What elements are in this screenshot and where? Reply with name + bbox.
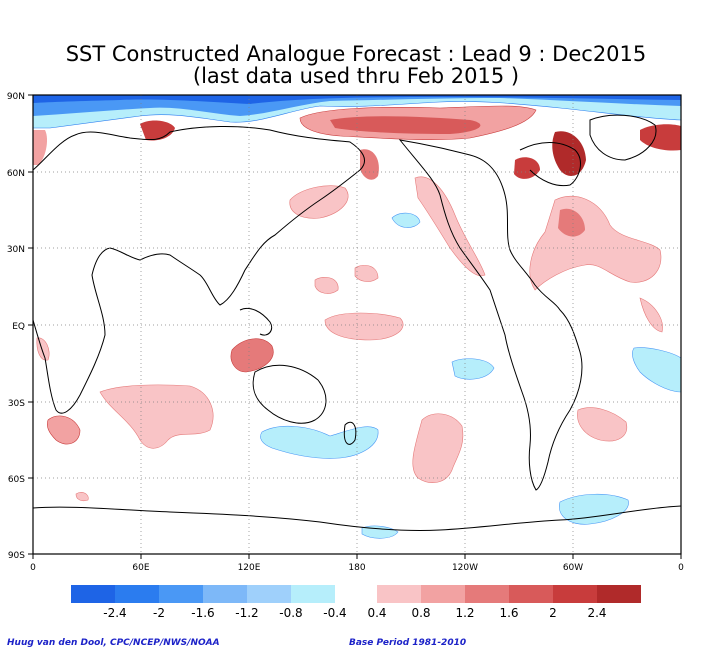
legend-swatch-negative: [203, 585, 247, 603]
lat-tick-label: 30S: [8, 399, 25, 409]
legend-swatch-negative: [291, 585, 335, 603]
lat-tick-label: 30N: [7, 245, 25, 255]
legend-swatch-positive: [465, 585, 509, 603]
legend-label: 1.6: [499, 606, 518, 620]
color-legend: -2.4 -2 -1.6 -1.2 -0.8 -0.4 0.4 0.8 1.2 …: [71, 585, 641, 620]
map-title: SST Constructed Analogue Forecast : Lead…: [65, 42, 647, 66]
legend-label: 2.4: [587, 606, 606, 620]
southeast-atlantic-cold-anomaly: [632, 347, 681, 393]
afro-eurasia-coastline: [33, 125, 365, 414]
legend-label: -2.4: [103, 606, 126, 620]
southeast-pacific-cold-spot: [451, 358, 495, 380]
antarctica-coastline: [33, 505, 681, 532]
legend-swatch-positive: [377, 585, 421, 603]
legend-label: -1.2: [235, 606, 258, 620]
tasman-sea-cold-anomaly: [260, 425, 379, 459]
east-atlantic-warm-anomaly: [639, 297, 663, 333]
legend-swatch-negative: [159, 585, 203, 603]
legend-swatch-negative: [71, 585, 115, 603]
australia-coastline: [252, 364, 327, 424]
greenland-sea-warm-anomaly: [640, 124, 681, 151]
gulf-stream-warm-anomaly: [558, 208, 585, 237]
lat-tick-label: EQ: [12, 322, 25, 332]
labrador-warm-anomaly: [552, 131, 586, 176]
lat-tick-label: 60S: [8, 475, 25, 485]
legend-label: 0.4: [367, 606, 386, 620]
maritime-continent-warm-anomaly: [230, 338, 274, 373]
central-pacific-warm-spot-2: [354, 265, 379, 282]
legend-swatch-positive: [597, 585, 641, 603]
arctic-cold-anomaly-dark: [33, 95, 681, 104]
southern-ocean-warm-spot: [75, 492, 89, 502]
map-subtitle: (last data used thru Feb 2015 ): [192, 64, 520, 88]
arctic-warm-anomaly-core: [330, 116, 481, 134]
greenland-coastline: [589, 114, 657, 161]
lon-tick-label: 60E: [132, 563, 149, 573]
lat-tick-label: 60N: [7, 169, 25, 179]
legend-swatch-negative: [115, 585, 159, 603]
lon-tick-label: 0: [30, 563, 36, 573]
hudson-bay-coastline: [519, 142, 581, 187]
lat-tick-label: 90N: [7, 92, 25, 102]
central-pacific-warm-spot: [314, 277, 339, 294]
axis-ticks: [28, 94, 682, 559]
lat-tick-label: 90S: [8, 551, 25, 561]
northwest-pacific-warm-anomaly: [289, 185, 349, 219]
lon-tick-label: 120W: [452, 563, 478, 573]
legend-swatch-positive: [553, 585, 597, 603]
southeast-asia-coastline: [239, 307, 273, 336]
new-zealand-coastline: [343, 421, 357, 445]
lon-tick-label: 120E: [238, 563, 261, 573]
legend-label: 0.8: [411, 606, 430, 620]
south-atlantic-warm-anomaly: [577, 407, 628, 442]
lon-tick-label: 180: [348, 563, 365, 573]
legend-label: 1.2: [455, 606, 474, 620]
author-credit: Huug van den Dool, CPC/NCEP/NWS/NOAA: [7, 638, 220, 648]
norwegian-warm-anomaly: [33, 130, 48, 165]
coastlines: [33, 114, 681, 532]
legend-swatch-negative: [247, 585, 291, 603]
legend-swatch-positive: [421, 585, 465, 603]
legend-label: 2: [549, 606, 557, 620]
legend-label: -2: [153, 606, 165, 620]
lon-tick-label: 0: [678, 563, 684, 573]
legend-swatch-positive: [509, 585, 553, 603]
south-pacific-warm-anomaly: [412, 413, 464, 483]
agulhas-warm-anomaly: [46, 415, 81, 445]
lon-tick-label: 60W: [563, 563, 583, 573]
equatorial-pacific-warm-anomaly: [324, 312, 404, 341]
south-indian-ocean-warm-anomaly: [99, 384, 214, 449]
americas-coastline: [398, 139, 583, 491]
base-period-note: Base Period 1981-2010: [349, 638, 467, 648]
legend-label: -0.4: [323, 606, 346, 620]
bering-warm-anomaly: [360, 149, 379, 180]
legend-label: -1.6: [191, 606, 214, 620]
legend-label: -0.8: [279, 606, 302, 620]
gridlines: [33, 95, 681, 554]
north-pacific-cold-spot: [391, 212, 421, 228]
